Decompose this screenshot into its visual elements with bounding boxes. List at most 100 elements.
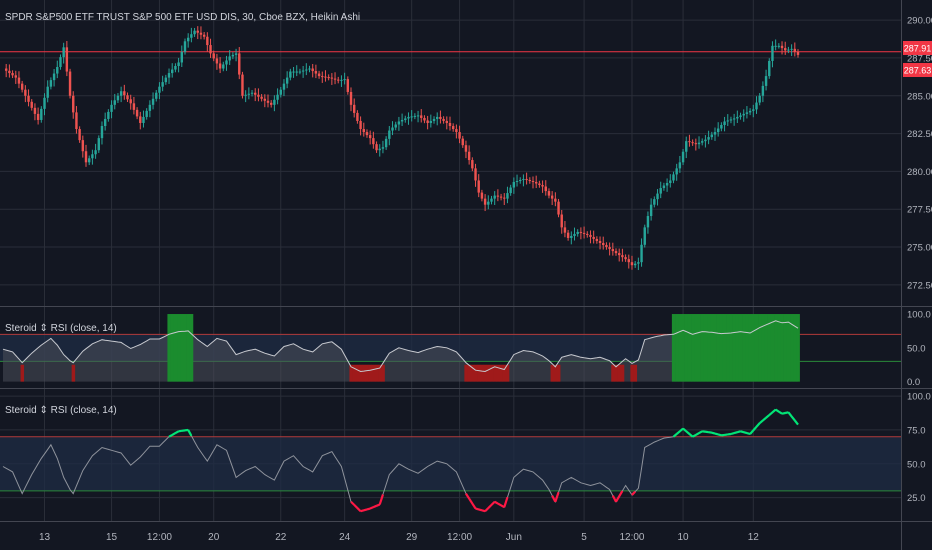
candle-body[interactable]	[123, 91, 126, 96]
candle-body[interactable]	[477, 180, 480, 193]
candle-body[interactable]	[311, 68, 314, 72]
candle-body[interactable]	[694, 143, 698, 145]
candle-body[interactable]	[11, 73, 14, 76]
candle-body[interactable]	[333, 78, 337, 80]
candle-body[interactable]	[94, 150, 97, 155]
candle-body[interactable]	[263, 98, 267, 101]
candle-body[interactable]	[391, 127, 394, 131]
candle-body[interactable]	[793, 48, 797, 52]
candle-body[interactable]	[716, 128, 720, 133]
candle-body[interactable]	[62, 47, 65, 58]
candle-body[interactable]	[633, 263, 637, 266]
candle-body[interactable]	[151, 98, 155, 105]
candle-body[interactable]	[327, 77, 330, 79]
candle-body[interactable]	[525, 178, 528, 180]
candle-body[interactable]	[324, 76, 327, 78]
candle-body[interactable]	[75, 112, 78, 130]
candle-body[interactable]	[560, 214, 563, 228]
candle-body[interactable]	[467, 151, 471, 161]
price-axis[interactable]: 290.00 287.50 285.00 282.50 280.00 277.50 275.…	[907, 16, 932, 505]
symbol-title[interactable]: SPDR S&P500 ETF TRUST S&P 500 ETF USD DI…	[5, 12, 360, 23]
candle-body[interactable]	[269, 102, 273, 105]
candle-body[interactable]	[675, 168, 678, 175]
candle-body[interactable]	[202, 34, 206, 37]
candle-body[interactable]	[225, 60, 228, 65]
candle-body[interactable]	[349, 91, 353, 105]
candle-body[interactable]	[461, 138, 464, 146]
candle-body[interactable]	[550, 195, 554, 199]
candle-body[interactable]	[359, 120, 362, 130]
candle-body[interactable]	[678, 162, 682, 169]
candle-body[interactable]	[241, 74, 244, 96]
candle-body[interactable]	[33, 107, 37, 114]
candle-body[interactable]	[515, 180, 519, 182]
candle-body[interactable]	[346, 79, 350, 92]
candle-body[interactable]	[161, 82, 164, 87]
candle-body[interactable]	[480, 192, 484, 199]
candle-body[interactable]	[145, 110, 148, 117]
candle-body[interactable]	[196, 30, 199, 33]
candle-body[interactable]	[410, 116, 413, 118]
candle-body[interactable]	[356, 112, 359, 121]
candle-body[interactable]	[656, 193, 659, 200]
candle-body[interactable]	[317, 73, 321, 77]
candle-body[interactable]	[768, 60, 771, 77]
candle-body[interactable]	[343, 79, 346, 81]
candle-body[interactable]	[563, 227, 567, 233]
candle-body[interactable]	[177, 62, 180, 66]
candle-body[interactable]	[321, 76, 324, 78]
candle-body[interactable]	[276, 94, 279, 100]
candle-body[interactable]	[167, 73, 171, 78]
candle-body[interactable]	[659, 188, 662, 194]
candle-body[interactable]	[78, 129, 81, 141]
candle-body[interactable]	[509, 187, 512, 194]
candle-body[interactable]	[107, 111, 110, 119]
candle-body[interactable]	[155, 92, 158, 99]
candle-body[interactable]	[490, 198, 493, 202]
candle-body[interactable]	[193, 30, 196, 35]
candle-body[interactable]	[681, 151, 685, 163]
candle-body[interactable]	[723, 121, 726, 126]
candle-body[interactable]	[512, 181, 516, 188]
rsi-pane-2-title[interactable]: Steroid ⇕ RSI (close, 14)	[5, 405, 117, 416]
candle-body[interactable]	[745, 112, 749, 114]
candle-body[interactable]	[388, 130, 391, 139]
candle-body[interactable]	[190, 34, 193, 38]
candle-body[interactable]	[180, 51, 184, 63]
candle-body[interactable]	[707, 137, 710, 140]
candle-body[interactable]	[279, 89, 282, 95]
candle-body[interactable]	[273, 99, 276, 105]
candle-body[interactable]	[637, 262, 640, 264]
candle-body[interactable]	[531, 180, 535, 182]
candle-body[interactable]	[266, 100, 270, 103]
candle-body[interactable]	[538, 183, 541, 186]
candle-body[interactable]	[608, 247, 611, 250]
candle-body[interactable]	[586, 233, 589, 235]
candle-body[interactable]	[27, 95, 30, 102]
candle-body[interactable]	[704, 139, 707, 142]
candle-body[interactable]	[423, 117, 426, 121]
candle-body[interactable]	[474, 168, 477, 181]
candle-body[interactable]	[14, 75, 17, 78]
candle-body[interactable]	[653, 199, 656, 205]
candle-body[interactable]	[739, 115, 742, 117]
candle-body[interactable]	[732, 118, 736, 120]
candle-body[interactable]	[142, 116, 145, 123]
candle-body[interactable]	[206, 36, 209, 46]
candle-body[interactable]	[174, 65, 177, 70]
candle-body[interactable]	[222, 64, 225, 69]
candle-body[interactable]	[375, 144, 378, 151]
candle-body[interactable]	[442, 118, 445, 121]
candle-body[interactable]	[448, 122, 452, 127]
candle-body[interactable]	[691, 142, 694, 144]
candle-body[interactable]	[186, 37, 190, 42]
candle-body[interactable]	[301, 70, 305, 72]
candle-body[interactable]	[238, 53, 241, 75]
candle-body[interactable]	[199, 32, 203, 35]
candle-body[interactable]	[400, 119, 404, 122]
candle-body[interactable]	[100, 126, 104, 139]
candle-body[interactable]	[471, 160, 474, 169]
candle-body[interactable]	[139, 116, 142, 123]
candle-body[interactable]	[701, 141, 704, 143]
candle-body[interactable]	[589, 234, 592, 237]
